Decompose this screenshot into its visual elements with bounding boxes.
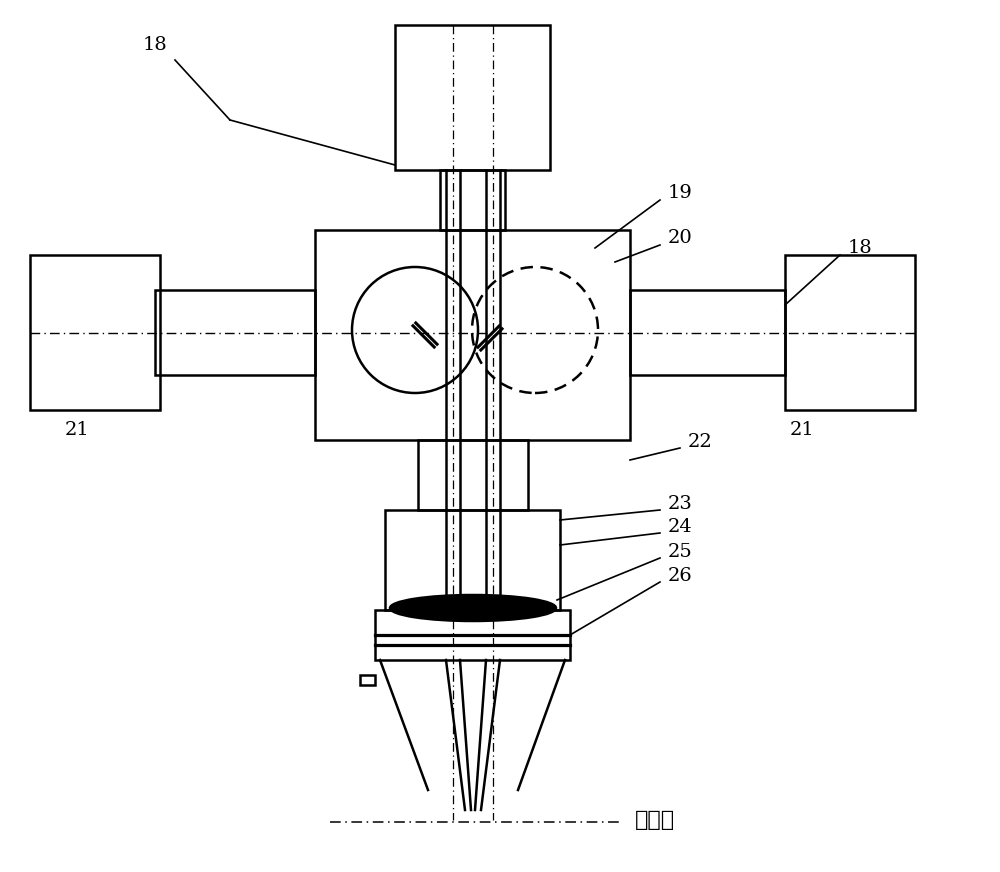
Text: 22: 22 [688,433,713,451]
Text: 18: 18 [848,239,873,257]
Bar [385,510,560,610]
Text: 焉平面: 焉平面 [635,810,675,830]
Text: 20: 20 [668,229,693,247]
Text: 24: 24 [668,518,693,536]
Bar [395,25,550,170]
Text: 25: 25 [668,543,693,561]
Bar [418,440,528,510]
Bar [440,170,505,230]
Bar [375,610,570,660]
Ellipse shape [390,595,556,621]
Bar [30,255,160,410]
Text: 21: 21 [65,421,90,439]
Text: 23: 23 [668,495,693,513]
Text: 18: 18 [143,36,167,54]
Bar [630,290,785,375]
Text: 19: 19 [668,184,693,202]
Bar [315,230,630,440]
Bar [785,255,915,410]
Text: 21: 21 [790,421,815,439]
Bar [360,675,375,685]
Text: 26: 26 [668,567,693,585]
Bar [155,290,315,375]
